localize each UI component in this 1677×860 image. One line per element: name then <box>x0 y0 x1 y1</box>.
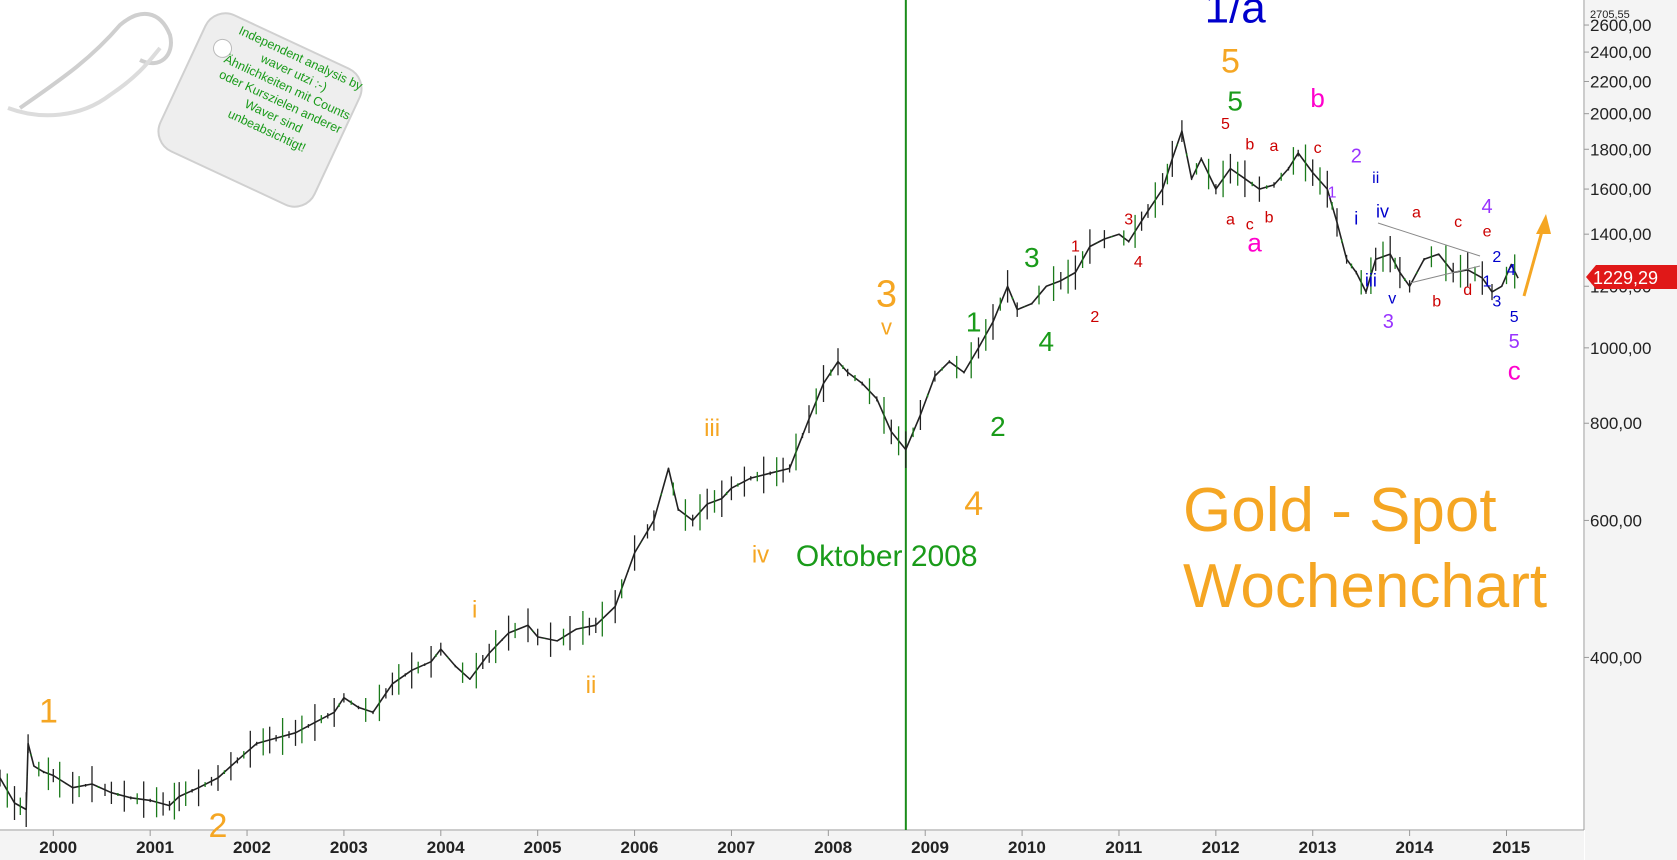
x-tick-label: 2006 <box>620 838 658 857</box>
wave-count-label: 3 <box>1124 212 1133 229</box>
wave-count-label: 1 <box>1328 185 1337 202</box>
wave-count-label: d <box>1463 282 1472 299</box>
x-tick-label: 2000 <box>39 838 77 857</box>
last-price-value: 1229,29 <box>1593 268 1658 288</box>
wave-count-label: 2 <box>1090 309 1099 326</box>
x-tick-label: 2015 <box>1492 838 1530 857</box>
last-price-badge: 1229,29 <box>1586 265 1677 289</box>
y-tick-label: 1400,00 <box>1590 225 1651 244</box>
triangle-upper-line <box>1377 222 1481 257</box>
y-tick-label: 800,00 <box>1590 414 1642 433</box>
y-axis-band <box>1585 0 1677 860</box>
wave-count-label: v <box>881 315 892 340</box>
wave-count-label: iv <box>1376 202 1389 222</box>
y-tick-label: 400,00 <box>1590 648 1642 667</box>
y-tick-label: 1800,00 <box>1590 140 1651 159</box>
x-tick-label: 2009 <box>911 838 949 857</box>
wave-count-label: 4 <box>1134 254 1143 271</box>
wave-count-label: c <box>1246 216 1254 233</box>
wave-count-label: b <box>1245 136 1254 153</box>
y-tick-label: 2200,00 <box>1590 72 1651 91</box>
wave-count-label: e <box>1483 224 1492 241</box>
triangle-lower-line <box>1409 265 1481 284</box>
wave-count-label: 1/a <box>1205 0 1267 32</box>
wave-count-label: 5 <box>1221 42 1240 80</box>
x-tick-label: 2007 <box>717 838 755 857</box>
wave-count-label: ii <box>1372 170 1379 187</box>
price-series-line <box>0 130 1519 811</box>
wave-count-label: 3 <box>1492 294 1501 311</box>
wave-count-label: 3 <box>876 274 897 316</box>
wave-count-label: 5 <box>1509 331 1520 353</box>
wave-count-label: 1 <box>1071 239 1080 256</box>
x-tick-label: 2011 <box>1105 838 1142 857</box>
wave-count-label: 2 <box>1492 249 1501 266</box>
wave-count-label: i <box>1354 209 1358 229</box>
y-tick-label: 2600,00 <box>1590 16 1651 35</box>
wave-count-label: 3 <box>1383 311 1394 333</box>
wave-count-label: 2 <box>209 807 228 845</box>
price-tag-icon: Independent analysis by waver utzi :-) Ä… <box>0 0 365 210</box>
upward-arrow-icon <box>1522 214 1551 297</box>
wave-count-label: a <box>1247 228 1262 258</box>
wave-count-label: c <box>1454 214 1462 231</box>
wave-count-label: 3 <box>1024 242 1040 273</box>
wave-count-label: a <box>1226 212 1235 229</box>
x-tick-label: 2008 <box>814 838 852 857</box>
x-tick-label: 2014 <box>1396 838 1434 857</box>
x-tick-label: 2004 <box>427 838 465 857</box>
wave-count-label: a <box>1412 205 1421 222</box>
wave-count-label: 2 <box>990 411 1006 442</box>
wave-count-label: ii <box>586 672 597 699</box>
x-tick-label: 2003 <box>330 838 368 857</box>
x-tick-label: 2012 <box>1202 838 1240 857</box>
top-value-label: 2705,55 <box>1590 9 1630 21</box>
x-axis-band <box>0 831 1584 860</box>
wave-count-label: b <box>1432 294 1441 311</box>
wave-count-label: c <box>1314 140 1322 157</box>
y-tick-label: 600,00 <box>1590 511 1642 530</box>
wave-count-label: 5 <box>1510 309 1519 326</box>
october-2008-label: Oktober 2008 <box>796 540 978 573</box>
wave-count-label: c <box>1508 356 1521 386</box>
wave-count-label: 1 <box>1483 273 1492 290</box>
chart-subtitle: Wochenchart <box>1183 552 1547 621</box>
x-tick-label: 2010 <box>1008 838 1046 857</box>
x-tick-label: 2001 <box>136 838 174 857</box>
wave-count-label: a <box>1270 138 1279 155</box>
y-tick-label: 2000,00 <box>1590 105 1651 124</box>
wave-count-label: 1 <box>39 692 58 730</box>
wave-count-label: 4 <box>1507 262 1516 279</box>
chart-title: Gold - Spot <box>1183 476 1497 545</box>
wave-count-label: 5 <box>1221 116 1230 133</box>
wave-count-label: iv <box>752 541 769 568</box>
wave-count-label: 2 <box>1351 146 1362 168</box>
y-tick-label: 1000,00 <box>1590 339 1651 358</box>
x-tick-label: 2013 <box>1299 838 1337 857</box>
y-tick-label: 2400,00 <box>1590 43 1651 62</box>
wave-count-label: i <box>472 597 477 624</box>
y-tick-label: 1600,00 <box>1590 180 1651 199</box>
wave-count-label: iii <box>1365 270 1377 290</box>
wave-count-label: v <box>1388 291 1396 308</box>
x-tick-label: 2005 <box>524 838 562 857</box>
wave-count-label: 4 <box>1482 196 1493 218</box>
wave-count-label: b <box>1265 209 1274 226</box>
wave-count-label: 5 <box>1227 85 1243 116</box>
wave-count-label: iii <box>704 415 720 442</box>
wave-count-label: b <box>1310 83 1324 113</box>
wave-count-label: 1 <box>966 306 982 337</box>
wave-count-label: 4 <box>1039 326 1055 357</box>
x-tick-label: 2002 <box>233 838 271 857</box>
wave-count-label: 4 <box>964 485 983 523</box>
